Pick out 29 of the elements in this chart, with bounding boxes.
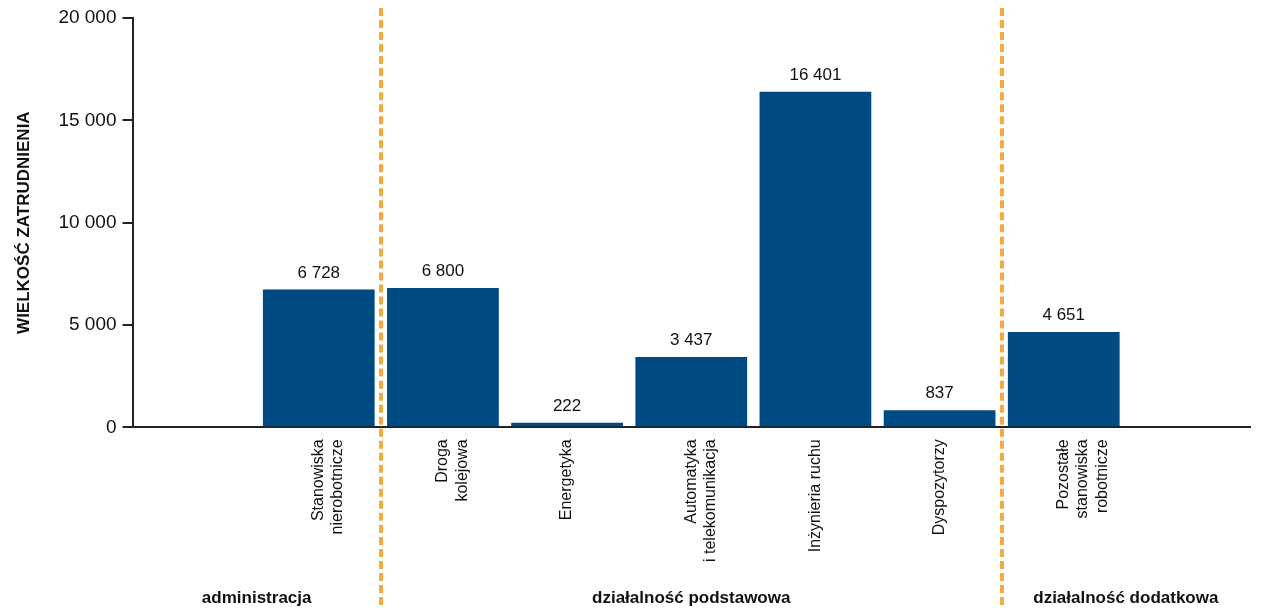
x-tick-label: Stanowiska nierobotnicze <box>309 439 346 535</box>
bar <box>635 356 748 427</box>
x-tick-label: Energetyka <box>557 439 575 521</box>
data-label: 4 651 <box>1042 305 1086 325</box>
x-tick-label: Automatyka i telekomunikacja <box>681 439 718 563</box>
text: działalność dodatkowa <box>1033 588 1219 608</box>
x-tick-label: Pozostałe stanowiska robotnicze <box>1054 439 1110 519</box>
data-label: 6 800 <box>421 261 465 281</box>
text: działalność podstawowa <box>592 588 791 608</box>
y-tick-label: 0 <box>105 415 117 437</box>
x-tick-label: Dyspozytorzy <box>929 439 947 536</box>
data-label: 222 <box>552 395 582 415</box>
y-tick-label: 5 000 <box>68 313 117 335</box>
x-tick-label: Droga kolejowa <box>433 439 470 502</box>
y-axis-title: WIELKOŚĆ ZATRUDNIENIA <box>13 111 33 334</box>
bar <box>1007 332 1120 427</box>
data-label: 16 401 <box>789 64 842 84</box>
data-label: 6 728 <box>297 262 341 282</box>
x-tick-label: Inżynieria ruchu <box>805 439 823 553</box>
y-tick-label: 20 000 <box>58 6 117 28</box>
y-tick-label: 15 000 <box>58 108 117 130</box>
data-label: 837 <box>925 383 954 403</box>
data-label: 3 437 <box>669 330 713 350</box>
text: administracja <box>201 588 312 608</box>
bar <box>759 91 872 427</box>
bar <box>883 410 996 427</box>
bar <box>262 289 375 427</box>
bar <box>387 288 499 427</box>
y-tick-label: 10 000 <box>58 210 117 232</box>
